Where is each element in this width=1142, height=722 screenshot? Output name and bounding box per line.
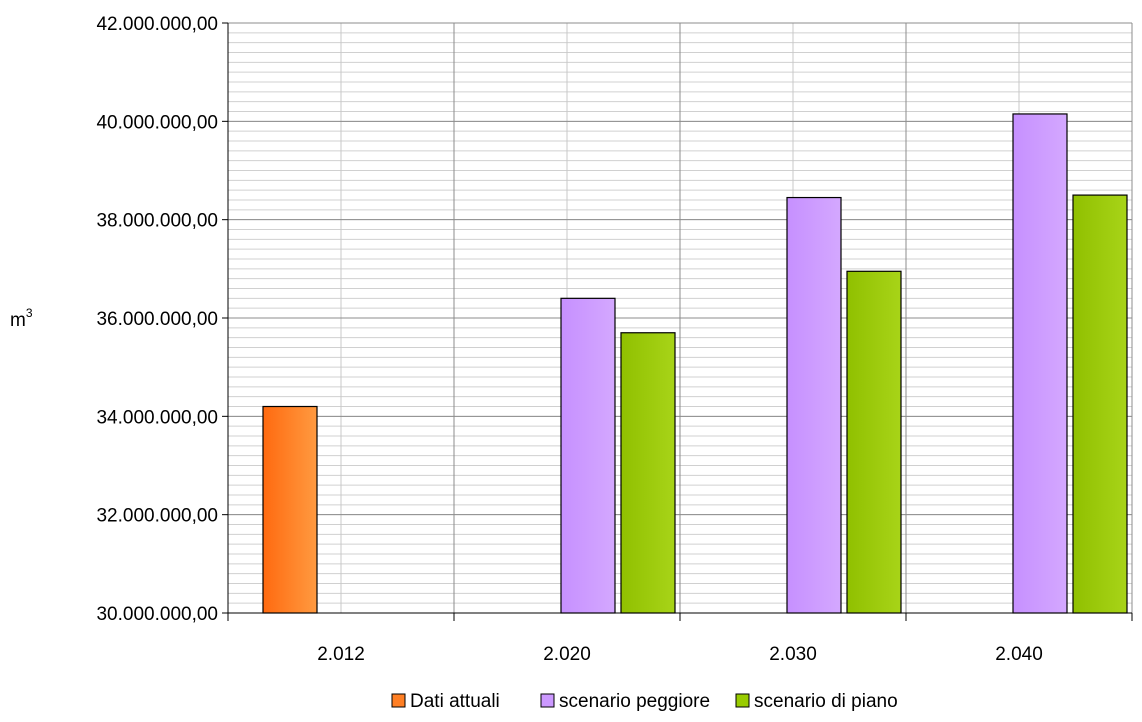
y-tick-label: 30.000.000,00 xyxy=(96,604,218,625)
y-tick-label: 32.000.000,00 xyxy=(96,506,218,527)
x-tick-label: 2.020 xyxy=(543,644,591,665)
legend-swatch xyxy=(391,693,406,708)
bar-scenario-di-piano-2.030 xyxy=(846,270,902,614)
y-tick-label: 36.000.000,00 xyxy=(96,309,218,330)
x-tick-labels: 2.012 2.020 2.030 2.040 xyxy=(317,644,1043,665)
bar-scenario-di-piano-2.040 xyxy=(1072,194,1128,614)
legend-label: scenario di piano xyxy=(754,691,898,712)
y-tick-label: 42.000.000,00 xyxy=(96,14,218,35)
y-tick-label: 34.000.000,00 xyxy=(96,407,218,428)
legend-swatch xyxy=(735,693,750,708)
legend-label: scenario peggiore xyxy=(559,691,710,712)
y-tick-labels: 30.000.000,00 32.000.000,00 34.000.000,00 3… xyxy=(96,14,218,625)
x-tick-label: 2.012 xyxy=(317,644,365,665)
y-axis-label-main: m xyxy=(10,310,26,331)
x-tick-label: 2.040 xyxy=(995,644,1043,665)
bar-scenario-peggiore-2.040 xyxy=(1012,113,1068,614)
y-axis-label-superscript: 3 xyxy=(26,306,33,320)
axes xyxy=(222,22,1133,621)
bar-dati-attuali-2.012 xyxy=(262,405,318,614)
bar-scenario-di-piano-2.020 xyxy=(620,332,676,614)
y-tick-label: 40.000.000,00 xyxy=(96,112,218,133)
y-axis-label: m3 xyxy=(10,306,33,331)
legend-label: Dati attuali xyxy=(410,691,500,712)
bar-scenario-peggiore-2.020 xyxy=(560,297,616,614)
bar-scenario-peggiore-2.030 xyxy=(786,196,842,614)
legend-swatch xyxy=(540,693,555,708)
gridlines xyxy=(227,22,1133,614)
y-tick-label: 38.000.000,00 xyxy=(96,211,218,232)
x-tick-label: 2.030 xyxy=(769,644,817,665)
bars xyxy=(262,113,1128,614)
legend: Dati attuali scenario peggiore scenario di… xyxy=(391,691,898,712)
